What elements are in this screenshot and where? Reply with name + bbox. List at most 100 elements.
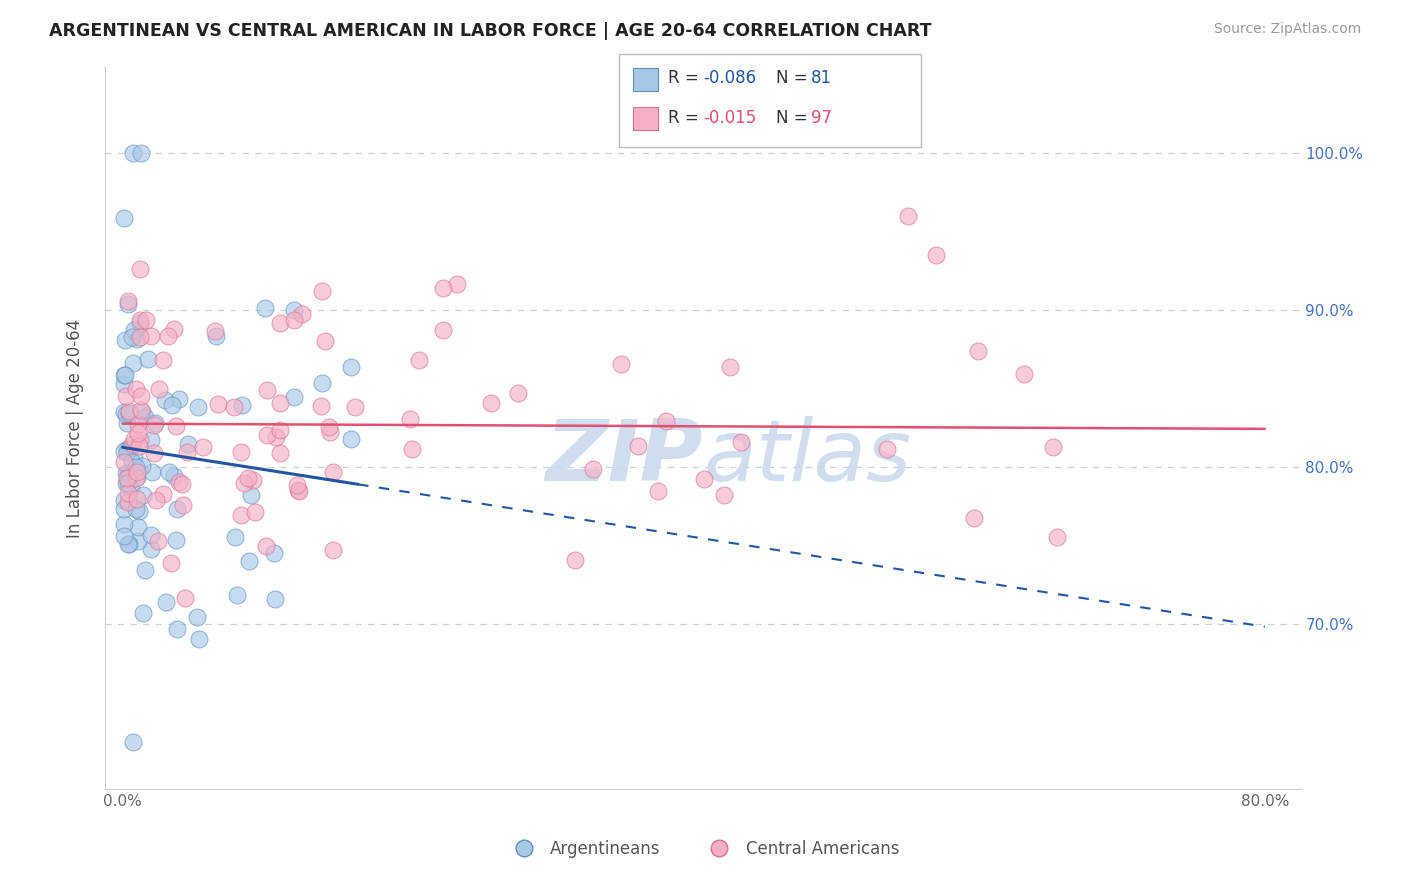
Point (121, 146, 143, 161)
Point (176, 445, 198, 459)
Point (167, 392, 190, 406)
Point (131, 403, 153, 417)
Point (117, 404, 139, 418)
Point (112, 455, 135, 469)
Point (117, 486, 139, 500)
Point (233, 475, 256, 490)
Point (432, 281, 454, 295)
Point (118, 469, 141, 483)
Point (117, 297, 139, 311)
Point (191, 440, 214, 454)
Point (152, 487, 174, 501)
Point (134, 563, 156, 577)
Point (127, 533, 149, 548)
Point (115, 466, 138, 480)
Point (173, 591, 195, 606)
Point (322, 542, 344, 557)
Point (165, 533, 187, 547)
Point (125, 382, 148, 396)
Text: -0.086: -0.086 (703, 70, 756, 87)
Point (205, 328, 228, 343)
Point (129, 389, 152, 403)
Point (124, 471, 146, 485)
Point (121, 437, 143, 451)
Point (132, 607, 155, 621)
Point (160, 557, 183, 571)
Point (136, 351, 159, 366)
Point (122, 432, 145, 446)
Point (269, 316, 291, 330)
Point (117, 537, 139, 551)
Point (129, 330, 152, 344)
Point (264, 430, 287, 444)
Point (121, 356, 143, 370)
Point (231, 398, 253, 412)
Point (730, 435, 752, 450)
Point (186, 609, 208, 624)
Point (112, 368, 135, 382)
Point (118, 442, 141, 457)
Point (129, 313, 152, 327)
Point (125, 469, 148, 483)
Point (141, 528, 163, 542)
Text: -0.015: -0.015 (703, 109, 756, 127)
Point (156, 329, 179, 343)
Point (876, 442, 898, 456)
Point (115, 389, 138, 403)
Point (240, 488, 263, 502)
Point (610, 357, 633, 371)
Point (408, 352, 430, 367)
Point (114, 407, 136, 421)
Point (141, 465, 163, 479)
Point (118, 537, 141, 551)
Point (242, 473, 264, 487)
Point (112, 444, 135, 458)
Point (127, 417, 149, 431)
Point (627, 439, 650, 453)
Point (127, 425, 149, 440)
Text: 81: 81 (811, 70, 832, 87)
Point (254, 301, 277, 315)
Point (1012, 367, 1035, 381)
Point (115, 445, 138, 459)
Point (963, 511, 986, 525)
Point (311, 285, 333, 299)
Text: ARGENTINEAN VS CENTRAL AMERICAN IN LABOR FORCE | AGE 20-64 CORRELATION CHART: ARGENTINEAN VS CENTRAL AMERICAN IN LABOR… (49, 22, 932, 40)
Point (115, 416, 138, 430)
Point (256, 383, 278, 397)
Point (224, 400, 246, 414)
Point (131, 459, 153, 474)
Point (115, 442, 138, 456)
Point (269, 423, 291, 437)
Point (139, 434, 162, 448)
Text: ZIP: ZIP (546, 416, 703, 499)
Text: 97: 97 (811, 109, 832, 127)
Point (152, 352, 174, 367)
Point (166, 623, 188, 637)
Point (446, 277, 468, 292)
Point (129, 316, 152, 330)
Point (163, 469, 186, 483)
Point (309, 399, 332, 413)
Point (229, 445, 252, 459)
Point (224, 530, 246, 544)
Point (128, 262, 150, 277)
Point (153, 392, 176, 407)
Point (256, 427, 278, 442)
Point (269, 446, 291, 460)
Point (112, 211, 135, 225)
Y-axis label: In Labor Force | Age 20-64: In Labor Force | Age 20-64 (66, 318, 84, 538)
Point (177, 437, 200, 451)
Point (112, 493, 135, 508)
Point (264, 591, 287, 606)
Point (135, 313, 157, 327)
Point (314, 334, 336, 349)
Point (124, 449, 146, 463)
Point (143, 445, 166, 459)
Point (582, 462, 605, 476)
Text: atlas: atlas (703, 416, 911, 499)
Point (166, 502, 188, 516)
Point (238, 554, 260, 568)
Text: N =: N = (776, 70, 813, 87)
Point (141, 542, 163, 557)
